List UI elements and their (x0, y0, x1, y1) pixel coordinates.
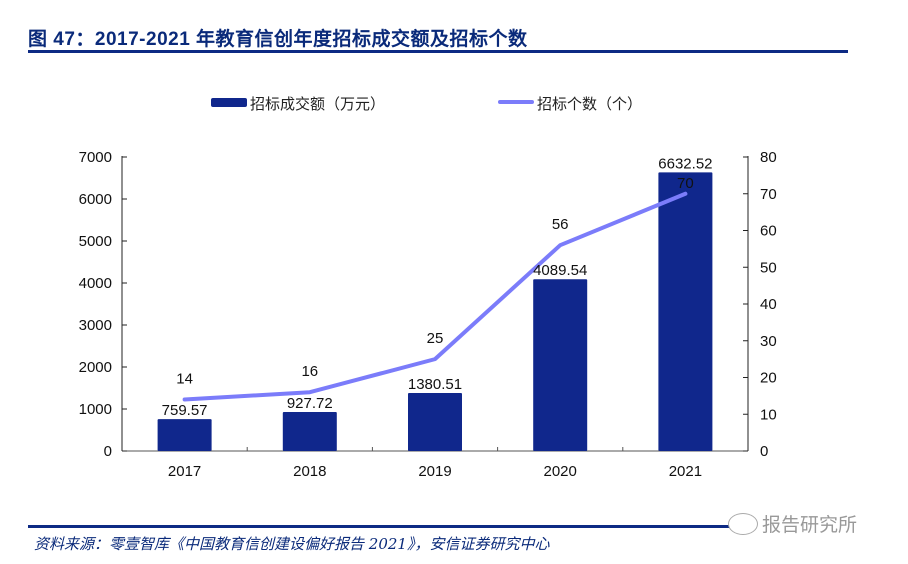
figure-title: 图 47：2017-2021 年教育信创年度招标成交额及招标个数 (28, 29, 528, 50)
y-left-tick-label: 6000 (79, 191, 112, 208)
y-right-tick-label: 70 (760, 186, 777, 203)
line-value-label: 14 (176, 371, 193, 388)
source-rule (28, 525, 748, 528)
legend-bar-label: 招标成交额（万元） (250, 95, 385, 113)
y-right-tick-label: 30 (760, 333, 777, 350)
watermark: 报告研究所 (728, 510, 857, 537)
x-tick-label: 2017 (168, 463, 201, 480)
line-value-label: 16 (301, 363, 318, 380)
watermark-text: 报告研究所 (762, 514, 858, 536)
y-left-tick-label: 4000 (79, 275, 112, 292)
y-right-tick-label: 40 (760, 296, 777, 313)
y-right-tick-label: 20 (760, 370, 777, 387)
y-right-tick-label: 10 (760, 406, 777, 423)
chart: 招标成交额（万元） 招标个数（个） 0 1000 2000 3000 4000 5000 6… (79, 95, 777, 480)
y-left-tick-label: 1000 (79, 401, 112, 418)
x-tick-label: 2021 (669, 463, 702, 480)
bar-value-label: 1380.51 (408, 376, 462, 393)
line-value-label: 56 (552, 216, 569, 233)
y-left-tick-label: 7000 (79, 149, 112, 166)
y-left-tick-label: 0 (104, 443, 112, 460)
line-value-label: 25 (427, 330, 444, 347)
legend-bar-swatch (211, 98, 247, 107)
y-left-tick-label: 3000 (79, 317, 112, 334)
x-tick-label: 2020 (544, 463, 577, 480)
bar-value-label: 759.57 (162, 402, 208, 419)
y-right-tick-label: 50 (760, 259, 777, 276)
y-right-tick-label: 0 (760, 443, 768, 460)
line-series (182, 191, 688, 402)
y-left-tick-label: 2000 (79, 359, 112, 376)
bar-2020 (533, 279, 588, 451)
x-tick-label: 2018 (293, 463, 326, 480)
legend: 招标成交额（万元） 招标个数（个） (211, 95, 642, 113)
y-right-tick-label: 60 (760, 223, 777, 240)
bar-value-label: 927.72 (287, 395, 333, 412)
legend-line-label: 招标个数（个） (537, 95, 642, 113)
x-tick-label: 2019 (418, 463, 451, 480)
bar-2018 (282, 412, 337, 451)
bar-2019 (408, 393, 462, 451)
wechat-icon (728, 512, 758, 535)
bar-value-label: 6632.52 (658, 155, 712, 172)
bar-2021 (658, 172, 713, 452)
bar-value-label: 4089.54 (533, 262, 587, 279)
legend-line-swatch (498, 100, 534, 104)
y-right-tick-label: 80 (760, 149, 777, 166)
source-note: 资料来源：零壹智库《中国教育信创建设偏好报告 2021》，安信证券研究中心 (34, 535, 550, 553)
bar-2017 (157, 419, 212, 451)
title-rule (28, 50, 848, 53)
y-left-tick-label: 5000 (79, 233, 112, 250)
line-value-label: 70 (677, 175, 694, 192)
